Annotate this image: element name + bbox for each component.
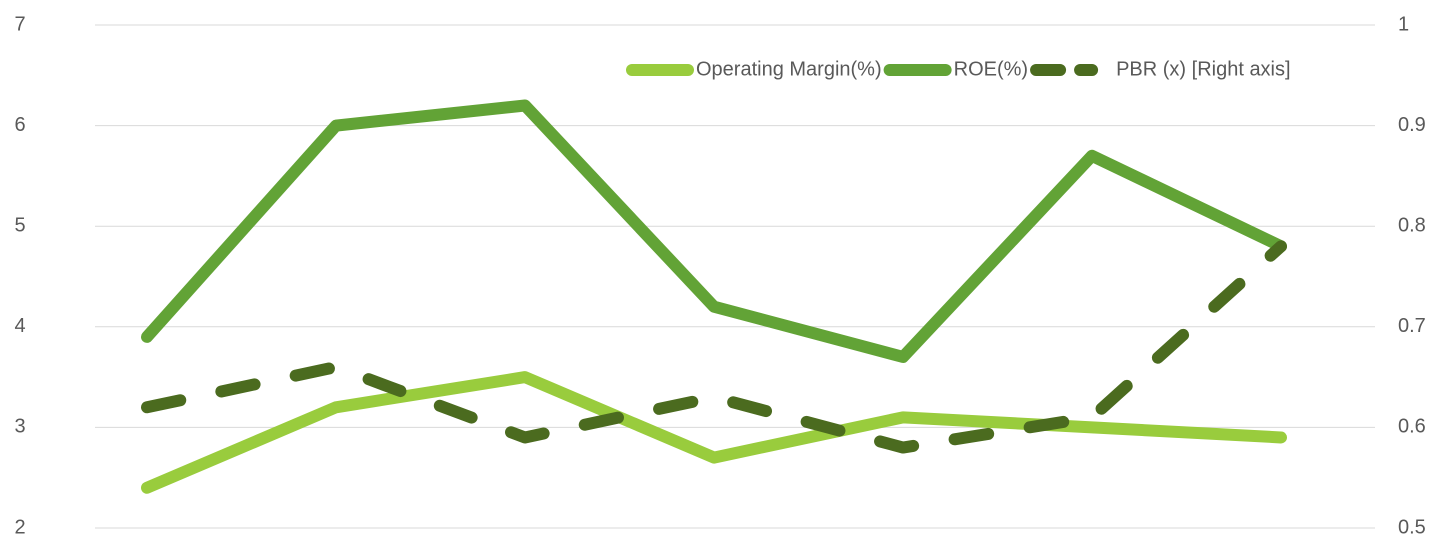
y2-tick-label: 0.9: [1398, 114, 1426, 136]
y-tick-label: 2: [14, 516, 25, 538]
y-tick-label: 6: [14, 114, 25, 136]
legend-label: ROE(%): [954, 58, 1028, 80]
y2-tick-label: 0.6: [1398, 416, 1426, 438]
legend-label: Operating Margin(%): [696, 58, 882, 80]
y2-tick-label: 1: [1398, 13, 1409, 35]
y-tick-label: 4: [14, 315, 25, 337]
series-line: [141, 371, 1287, 494]
y-tick-label: 3: [14, 416, 25, 438]
y2-tick-label: 0.8: [1398, 214, 1426, 236]
series-line: [141, 99, 1287, 363]
y-tick-label: 5: [14, 214, 25, 236]
y2-tick-label: 0.7: [1398, 315, 1426, 337]
y-tick-label: 7: [14, 13, 25, 35]
y2-tick-label: 0.5: [1398, 516, 1426, 538]
legend-label: PBR (x) [Right axis]: [1116, 58, 1290, 80]
